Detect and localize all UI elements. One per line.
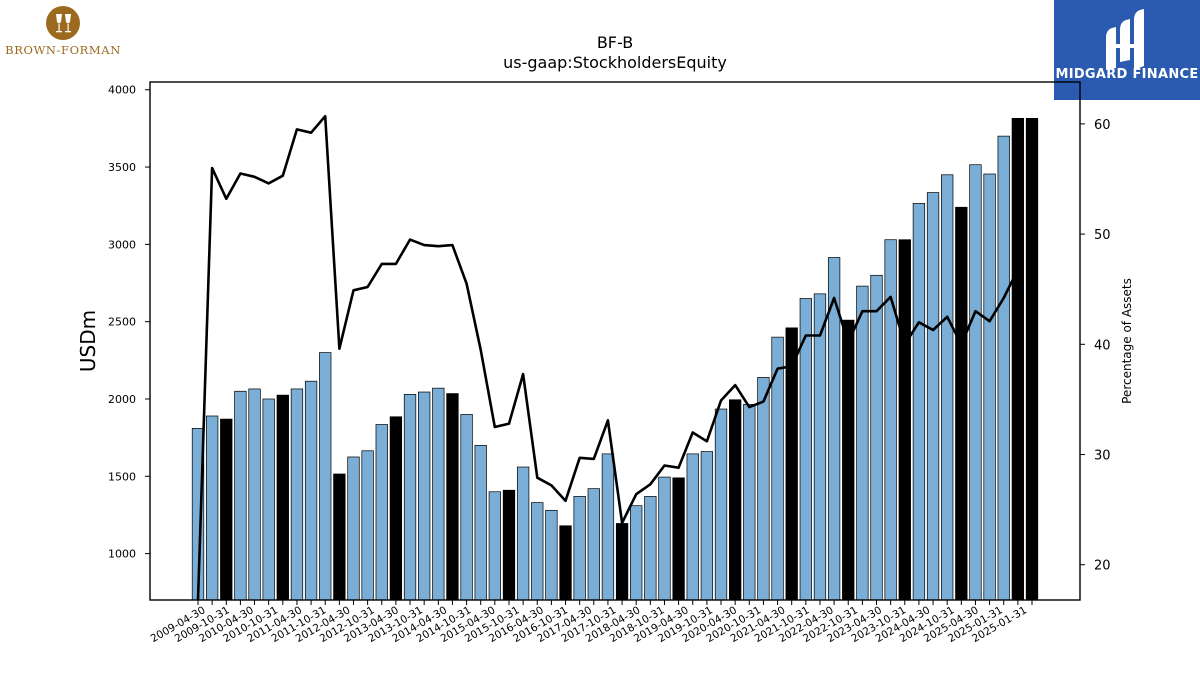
y2-tick-label: 30 [1094, 449, 1111, 464]
midgard-emblem-icon [1106, 9, 1144, 70]
bar [488, 491, 501, 601]
bar [220, 418, 233, 601]
bar [1011, 117, 1025, 601]
bar [205, 415, 219, 601]
midgard-finance-logo: MIDGARD FINANCE [1054, 0, 1200, 100]
bar [587, 488, 600, 601]
bar [559, 525, 572, 601]
bar [856, 285, 869, 601]
bar [644, 496, 657, 601]
y-axis-right: 20 30 40 50 60 [1080, 118, 1111, 574]
y2-tick-label: 50 [1094, 228, 1111, 243]
bar [403, 393, 417, 601]
bar [672, 477, 685, 601]
bar [347, 456, 360, 601]
bar [813, 293, 827, 601]
bar [757, 376, 770, 601]
bar [969, 164, 982, 601]
y2-tick-label: 20 [1094, 559, 1111, 574]
bar [516, 466, 530, 601]
bar-series [191, 117, 1039, 601]
bar [502, 489, 516, 601]
bar [926, 192, 940, 601]
chart-subtitle: us-gaap:StockholdersEquity [503, 53, 727, 72]
y-tick-label: 1500 [108, 470, 136, 483]
plot-frame [149, 81, 1081, 601]
bar [460, 414, 473, 601]
bar [234, 390, 247, 601]
bar [743, 404, 756, 601]
bar [630, 505, 643, 601]
y2-tick-label: 60 [1094, 118, 1111, 133]
bar [955, 206, 968, 601]
bar [375, 424, 388, 601]
bar [997, 135, 1010, 601]
bar [658, 476, 671, 601]
bar [276, 394, 289, 601]
x-axis: 2009-04-302009-10-312010-04-302010-10-31… [149, 600, 1033, 645]
bar [333, 473, 346, 601]
y2-axis-label: Percentage of Assets [1120, 278, 1134, 404]
percentage-line [196, 114, 1020, 601]
bar [248, 388, 261, 601]
bar [700, 451, 714, 601]
bar [601, 453, 615, 601]
y-axis-label: USDm [76, 310, 100, 372]
brown-forman-logo: BROWN-FORMAN [0, 0, 130, 70]
bar [389, 416, 403, 601]
bar [531, 502, 544, 601]
bar [361, 450, 374, 601]
bar [615, 523, 629, 601]
y-tick-label: 4000 [108, 84, 136, 97]
chart-title: BF-B [597, 33, 633, 52]
bar [729, 399, 742, 601]
bar [545, 509, 558, 601]
bar [884, 239, 897, 601]
midgard-wordmark: MIDGARD FINANCE [1055, 67, 1199, 82]
bar [304, 380, 318, 601]
bar [432, 387, 445, 601]
bar [319, 352, 332, 601]
bar [870, 274, 883, 601]
bar [941, 174, 954, 601]
bar [418, 391, 431, 601]
bar [446, 393, 459, 601]
bar [573, 496, 586, 601]
y-tick-label: 2000 [108, 393, 136, 406]
bar [983, 173, 996, 601]
y-tick-label: 2500 [108, 316, 136, 329]
bar [686, 453, 699, 601]
bar [912, 203, 926, 601]
y-tick-label: 1000 [108, 548, 136, 561]
brown-forman-emblem-icon [46, 6, 80, 40]
y-axis-left: 1000 1500 2000 2500 3000 3500 4000 [108, 84, 150, 561]
brown-forman-wordmark: BROWN-FORMAN [5, 43, 121, 57]
bar [1025, 117, 1039, 601]
bar [474, 445, 487, 601]
bar [714, 408, 728, 601]
bar [262, 398, 275, 601]
bar [290, 388, 304, 601]
bar [898, 239, 911, 601]
y-tick-label: 3000 [108, 238, 136, 251]
y-tick-label: 3500 [108, 161, 136, 174]
y2-tick-label: 40 [1094, 338, 1111, 353]
line-series [196, 114, 1020, 601]
bar [785, 327, 798, 601]
bar [842, 319, 855, 601]
